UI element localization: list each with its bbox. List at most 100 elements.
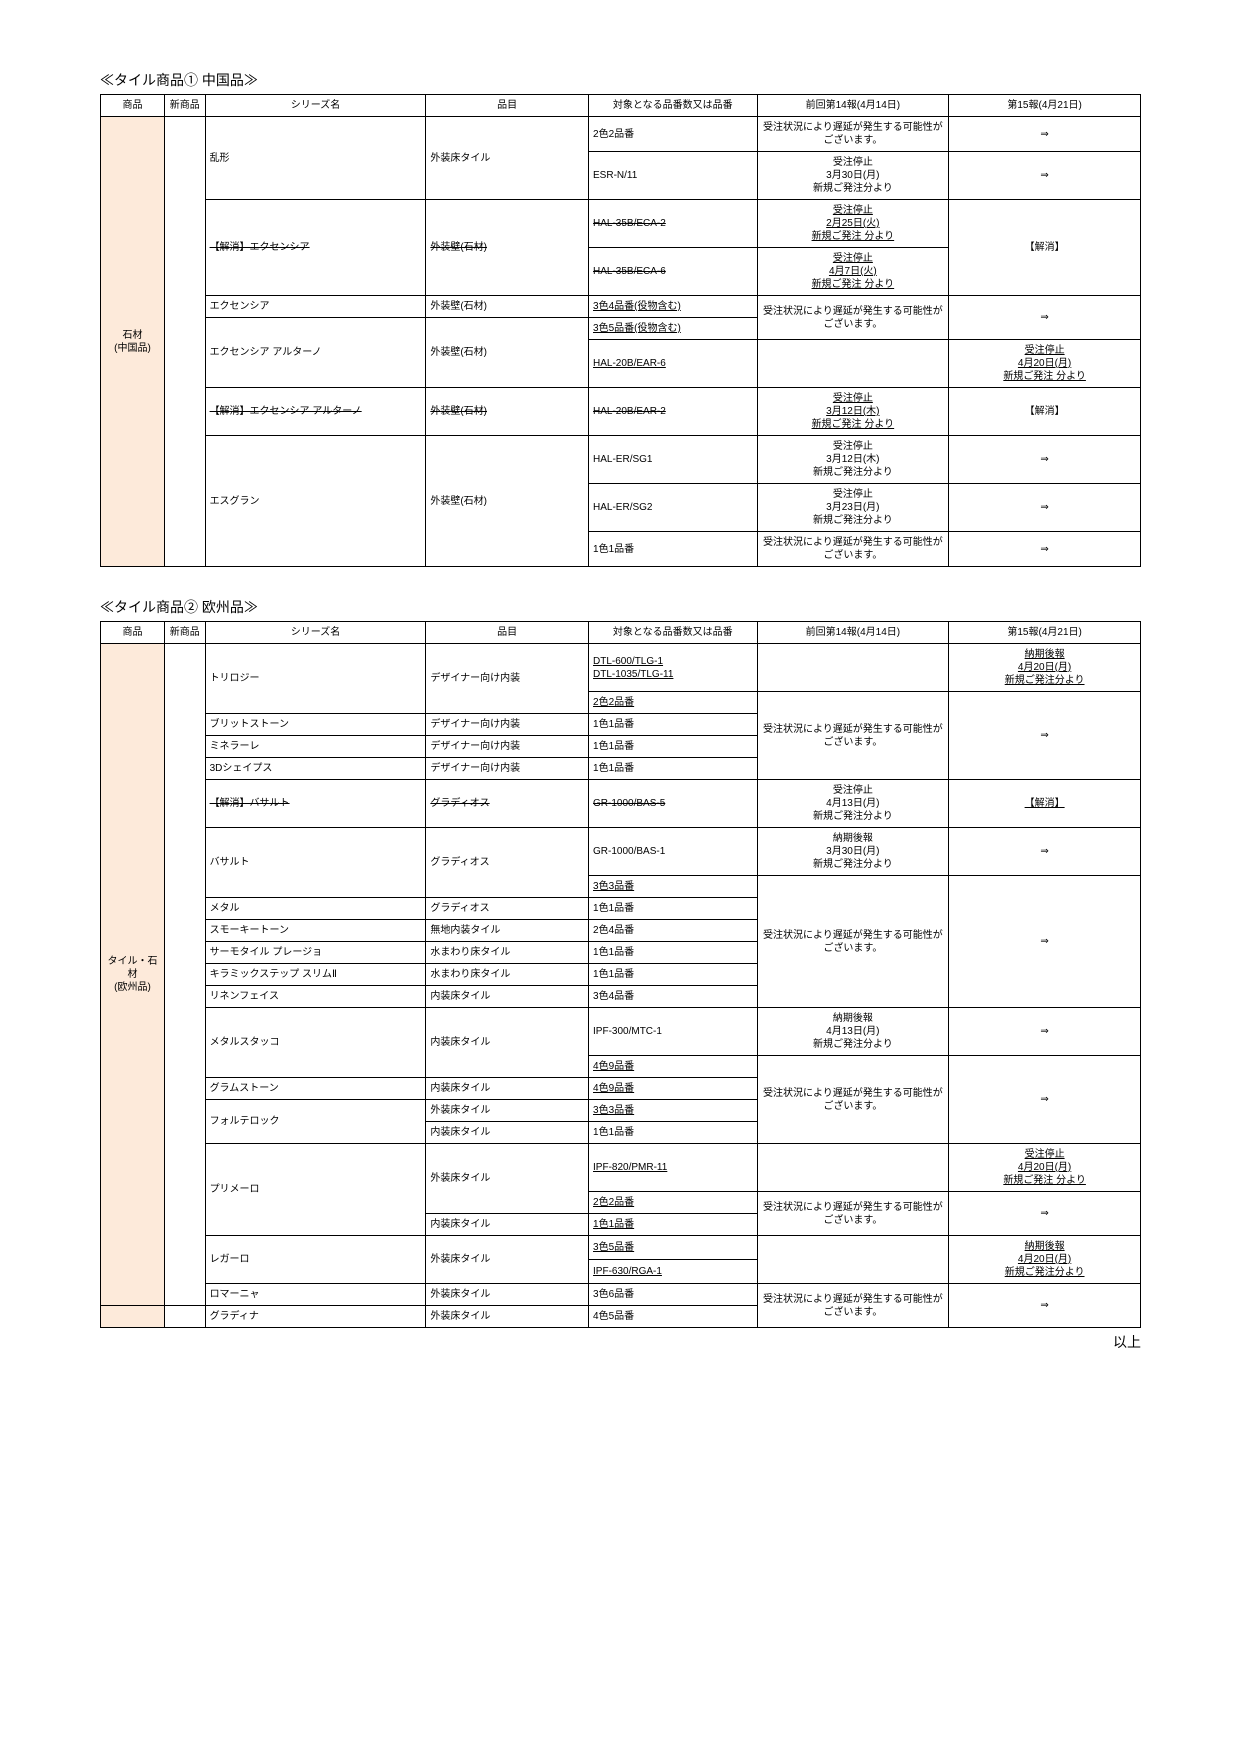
table-europe: 商品 新商品 シリーズ名 品目 対象となる品番数又は品番 前回第14報(4月14… (100, 621, 1141, 1328)
cat-label: タイル・石材(欧州品) (101, 644, 165, 1306)
prev: 受注停止4月7日(火)新規ご発注 分より (757, 248, 949, 296)
series: サーモタイル プレージョ (205, 942, 426, 964)
target: 4色9品番 (589, 1056, 757, 1078)
target: HAL-ER/SG2 (589, 484, 757, 532)
series: 【解消】エクセンシア アルターノ (205, 388, 426, 436)
target: 2色2品番 (589, 1192, 757, 1214)
th: 品目 (426, 622, 589, 644)
cur: 納期後報4月20日(月)新規ご発注分より (949, 1236, 1141, 1284)
item: 内装床タイル (426, 1008, 589, 1078)
prev: 受注状況により遅延が発生する可能性がございます。 (757, 1192, 949, 1236)
target: HAL-ER/SG1 (589, 436, 757, 484)
ul: 3色5品番(役物含む) (593, 323, 681, 334)
cur: ⇒ (949, 1192, 1141, 1236)
footer-note: 以上 (100, 1332, 1141, 1352)
cat-ext (101, 1306, 165, 1328)
ul: 3色3品番 (593, 1105, 634, 1116)
item: 外装床タイル (426, 1284, 589, 1306)
item: デザイナー向け内装 (426, 714, 589, 736)
series: エスグラン (205, 436, 426, 567)
prev: 納期後報4月13日(月)新規ご発注分より (757, 1008, 949, 1056)
cur: ⇒ (949, 296, 1141, 340)
target: 1色1品番 (589, 736, 757, 758)
item: グラディオス (426, 780, 589, 828)
target: 4色9品番 (589, 1078, 757, 1100)
item: グラディオス (426, 828, 589, 898)
prev: 受注停止3月30日(月)新規ご発注分より (757, 152, 949, 200)
strike: 【解消】エクセンシア アルターノ (210, 406, 362, 417)
target: 3色4品番 (589, 986, 757, 1008)
ul: 2色2品番 (593, 1197, 634, 1208)
cur: ⇒ (949, 152, 1141, 200)
strike: 【解消】バサルト (210, 798, 290, 809)
prev (757, 644, 949, 692)
series: エクセンシア アルターノ (205, 318, 426, 388)
item: 無地内装タイル (426, 920, 589, 942)
target: HAL-35B/ECA-2 (589, 200, 757, 248)
cur: 【解消】 (949, 388, 1141, 436)
cur: 受注停止4月20日(月)新規ご発注 分より (949, 1144, 1141, 1192)
th: 第15報(4月21日) (949, 95, 1141, 117)
target: HAL-20B/EAR-2 (589, 388, 757, 436)
target: 1色1品番 (589, 1214, 757, 1236)
prev: 受注状況により遅延が発生する可能性がございます。 (757, 296, 949, 340)
th: 前回第14報(4月14日) (757, 95, 949, 117)
cur: 受注停止4月20日(月)新規ご発注 分より (949, 340, 1141, 388)
cat-label: 石材(中国品) (101, 117, 165, 567)
ul: 受注停止4月20日(月)新規ご発注 分より (1003, 345, 1086, 382)
ul: 3色4品番(役物含む) (593, 301, 681, 312)
series: リネンフェイス (205, 986, 426, 1008)
target: 2色2品番 (589, 117, 757, 152)
target: GR-1000/BAS-1 (589, 828, 757, 876)
th: 商品 (101, 95, 165, 117)
th: 前回第14報(4月14日) (757, 622, 949, 644)
prev: 受注状況により遅延が発生する可能性がございます。 (757, 692, 949, 780)
strike: グラディオス (430, 798, 489, 809)
th: 対象となる品番数又は品番 (589, 95, 757, 117)
th: 品目 (426, 95, 589, 117)
ul: 納期後報4月20日(月)新規ご発注分より (1005, 649, 1085, 686)
item: 内装床タイル (426, 1122, 589, 1144)
item: 水まわり床タイル (426, 942, 589, 964)
target: 1色1品番 (589, 898, 757, 920)
item: 外装壁(石材) (426, 436, 589, 567)
series: キラミックステップ スリムⅡ (205, 964, 426, 986)
prev: 受注状況により遅延が発生する可能性がございます。 (757, 532, 949, 567)
item: 外装床タイル (426, 1306, 589, 1328)
th: 商品 (101, 622, 165, 644)
item: 内装床タイル (426, 1078, 589, 1100)
target: 3色5品番 (589, 1236, 757, 1260)
prev: 納期後報3月30日(月)新規ご発注分より (757, 828, 949, 876)
series: メタル (205, 898, 426, 920)
item: デザイナー向け内装 (426, 758, 589, 780)
section2-title: ≪タイル商品② 欧州品≫ (100, 597, 1141, 617)
target: 3色6品番 (589, 1284, 757, 1306)
cur: ⇒ (949, 484, 1141, 532)
ul: 1色1品番 (593, 1219, 634, 1230)
prev: 受注停止3月23日(月)新規ご発注分より (757, 484, 949, 532)
item: 外装床タイル (426, 1100, 589, 1122)
cur: ⇒ (949, 692, 1141, 780)
cur: ⇒ (949, 1284, 1141, 1328)
target: HAL-35B/ECA-6 (589, 248, 757, 296)
cur: ⇒ (949, 532, 1141, 567)
new-col (164, 644, 205, 1306)
th: 新商品 (164, 622, 205, 644)
prev: 受注停止3月12日(木)新規ご発注分より (757, 436, 949, 484)
strike: HAL-20B/EAR-2 (593, 406, 666, 417)
series: メタルスタッコ (205, 1008, 426, 1078)
target: 1色1品番 (589, 964, 757, 986)
item: 外装床タイル (426, 117, 589, 200)
series: グラディナ (205, 1306, 426, 1328)
target: DTL-600/TLG-1DTL-1035/TLG-11 (589, 644, 757, 692)
target: 2色4品番 (589, 920, 757, 942)
th: 新商品 (164, 95, 205, 117)
prev: 受注状況により遅延が発生する可能性がございます。 (757, 1284, 949, 1328)
series: ミネラーレ (205, 736, 426, 758)
prev (757, 1236, 949, 1284)
cur: ⇒ (949, 828, 1141, 876)
th: シリーズ名 (205, 622, 426, 644)
series: プリメーロ (205, 1144, 426, 1236)
series: トリロジー (205, 644, 426, 714)
target: 1色1品番 (589, 714, 757, 736)
